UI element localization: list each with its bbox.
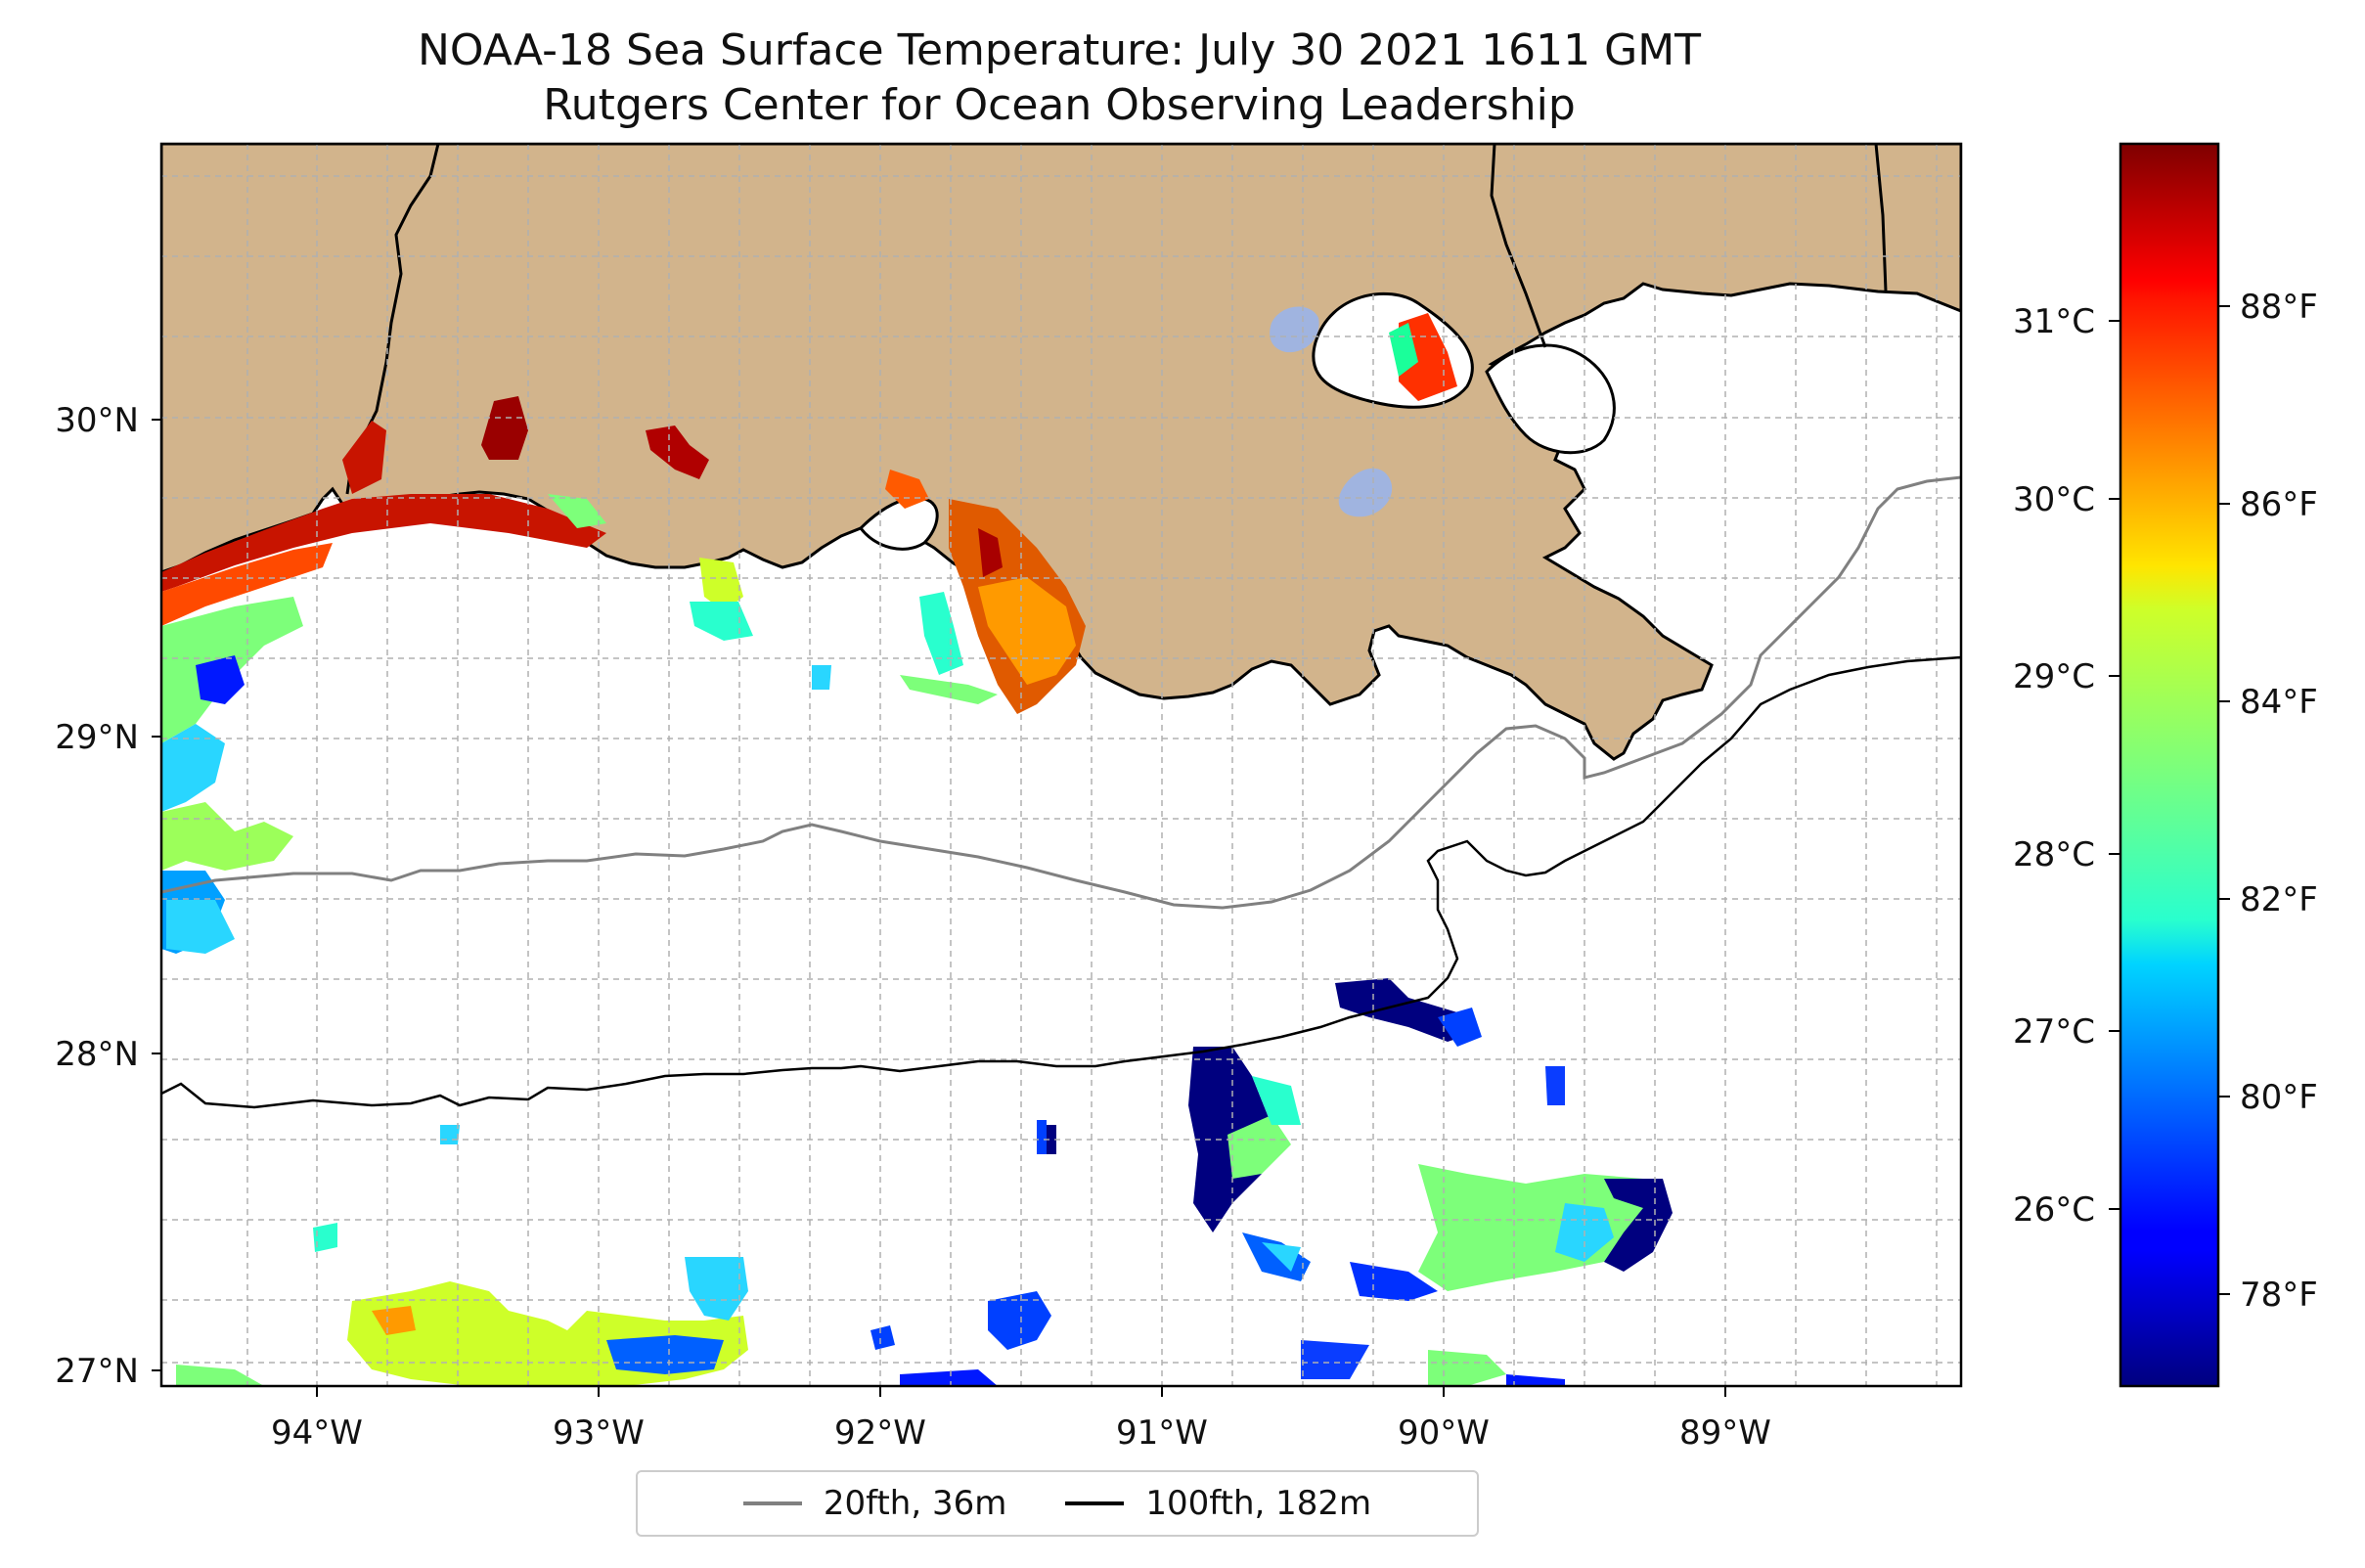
y-tick-label-28n: 28°N	[55, 1035, 139, 1074]
celsius-tick-26: 26°C	[2013, 1190, 2095, 1230]
x-tick-label-93w: 93°W	[553, 1413, 645, 1453]
y-axis-ticks	[152, 419, 161, 1371]
fahrenheit-tick-86: 86°F	[2240, 485, 2318, 524]
bay-barataria	[1485, 343, 1616, 455]
title-line-2: Rutgers Center for Ocean Observing Leade…	[543, 80, 1576, 130]
x-tick-label-90w: 90°W	[1398, 1413, 1490, 1453]
legend-label-20fth: 20fth, 36m	[823, 1484, 1007, 1523]
isobath-100fth	[161, 655, 1961, 1109]
chart-title: NOAA-18 Sea Surface Temperature: July 30…	[159, 23, 1959, 133]
legend-label-100fth: 100fth, 182m	[1145, 1484, 1372, 1523]
map-panel	[161, 144, 1961, 1386]
x-axis-ticks	[316, 1386, 1726, 1397]
fahrenheit-tick-88: 88°F	[2240, 288, 2318, 327]
map-frame	[159, 142, 1963, 1388]
lake-maurepas	[1270, 306, 1319, 353]
fahrenheit-tick-80: 80°F	[2240, 1078, 2318, 1117]
grid-lines	[161, 144, 1961, 1386]
y-tick-label-29n: 29°N	[55, 718, 139, 757]
colorbar-frame	[2119, 142, 2220, 1388]
x-tick-label-92w: 92°W	[834, 1413, 926, 1453]
celsius-tick-31: 31°C	[2013, 302, 2095, 341]
celsius-tick-28: 28°C	[2013, 835, 2095, 874]
isobath-20fth	[161, 475, 1961, 910]
celsius-tick-29: 29°C	[2013, 657, 2095, 696]
y-tick-label-27n: 27°N	[55, 1352, 139, 1391]
celsius-tick-27: 27°C	[2013, 1012, 2095, 1052]
fahrenheit-tick-84: 84°F	[2240, 683, 2318, 722]
colorbar-celsius-ticks	[2109, 320, 2120, 1210]
legend-line-gray	[742, 1501, 802, 1505]
celsius-tick-30: 30°C	[2013, 480, 2095, 519]
y-tick-label-30n: 30°N	[55, 401, 139, 440]
fahrenheit-tick-78: 78°F	[2240, 1276, 2318, 1315]
x-tick-label-89w: 89°W	[1679, 1413, 1771, 1453]
title-line-1: NOAA-18 Sea Surface Temperature: July 30…	[417, 25, 1702, 75]
legend-item-20fth: 20fth, 36m	[742, 1484, 1007, 1523]
legend-line-black	[1065, 1501, 1125, 1505]
colorbar-fahrenheit-ticks	[2218, 305, 2230, 1295]
state-border-2	[1490, 144, 1547, 348]
x-tick-label-94w: 94°W	[271, 1413, 363, 1453]
state-border-3	[1874, 144, 1888, 292]
x-tick-label-91w: 91°W	[1116, 1413, 1208, 1453]
legend-item-100fth: 100fth, 182m	[1065, 1484, 1371, 1523]
fahrenheit-tick-82: 82°F	[2240, 880, 2318, 919]
lake-salvador	[1338, 468, 1393, 517]
colorbar	[2120, 144, 2218, 1386]
sst-field	[161, 313, 1673, 1386]
legend: 20fth, 36m 100fth, 182m	[636, 1470, 1479, 1537]
